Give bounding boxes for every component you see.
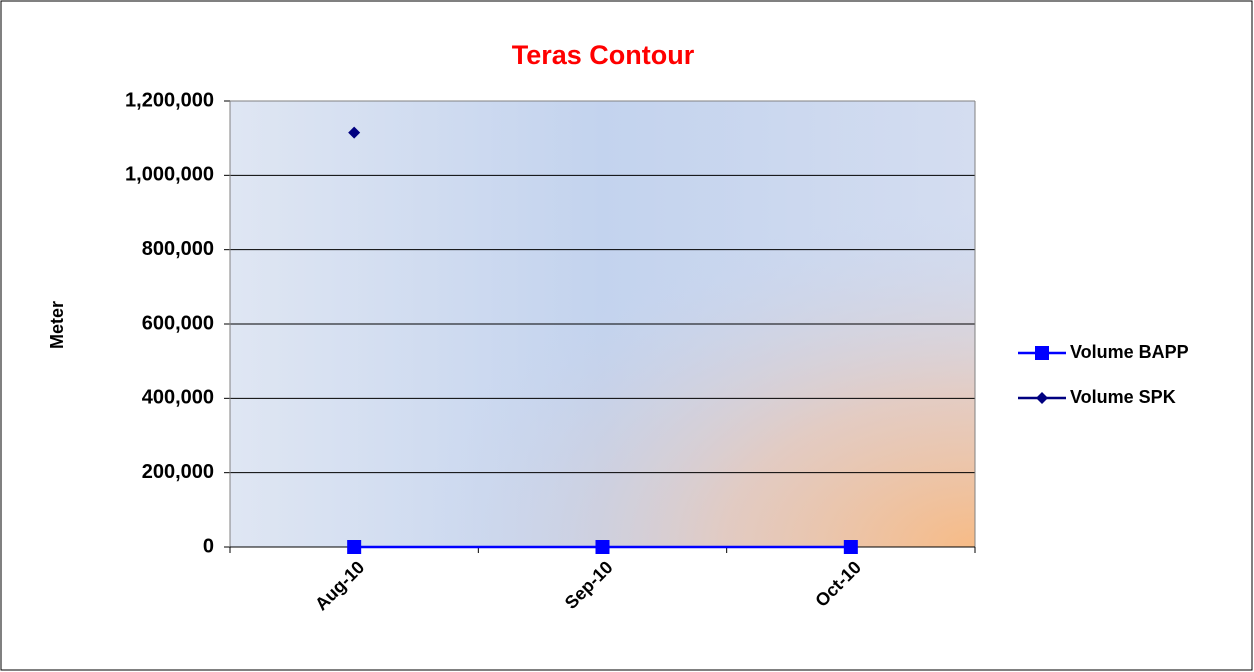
y-tick-label: 600,000: [142, 312, 214, 334]
y-tick-label: 0: [203, 535, 214, 557]
y-tick-label: 1,200,000: [125, 89, 214, 111]
data-point: [348, 126, 361, 139]
y-axis-label: Meter: [47, 301, 67, 349]
y-tick-label: 800,000: [142, 238, 214, 260]
data-point: [347, 540, 362, 554]
y-tick-label: 400,000: [142, 387, 214, 409]
chart-title: Teras Contour: [512, 40, 695, 70]
data-point: [843, 540, 858, 554]
y-tick-label: 200,000: [142, 461, 214, 483]
legend-marker: [1035, 346, 1049, 360]
legend-label: Volume BAPP: [1070, 342, 1189, 362]
legend-marker: [1036, 392, 1048, 404]
data-point: [595, 540, 610, 554]
legend-label: Volume SPK: [1070, 387, 1176, 407]
y-tick-label: 1,000,000: [125, 164, 214, 186]
